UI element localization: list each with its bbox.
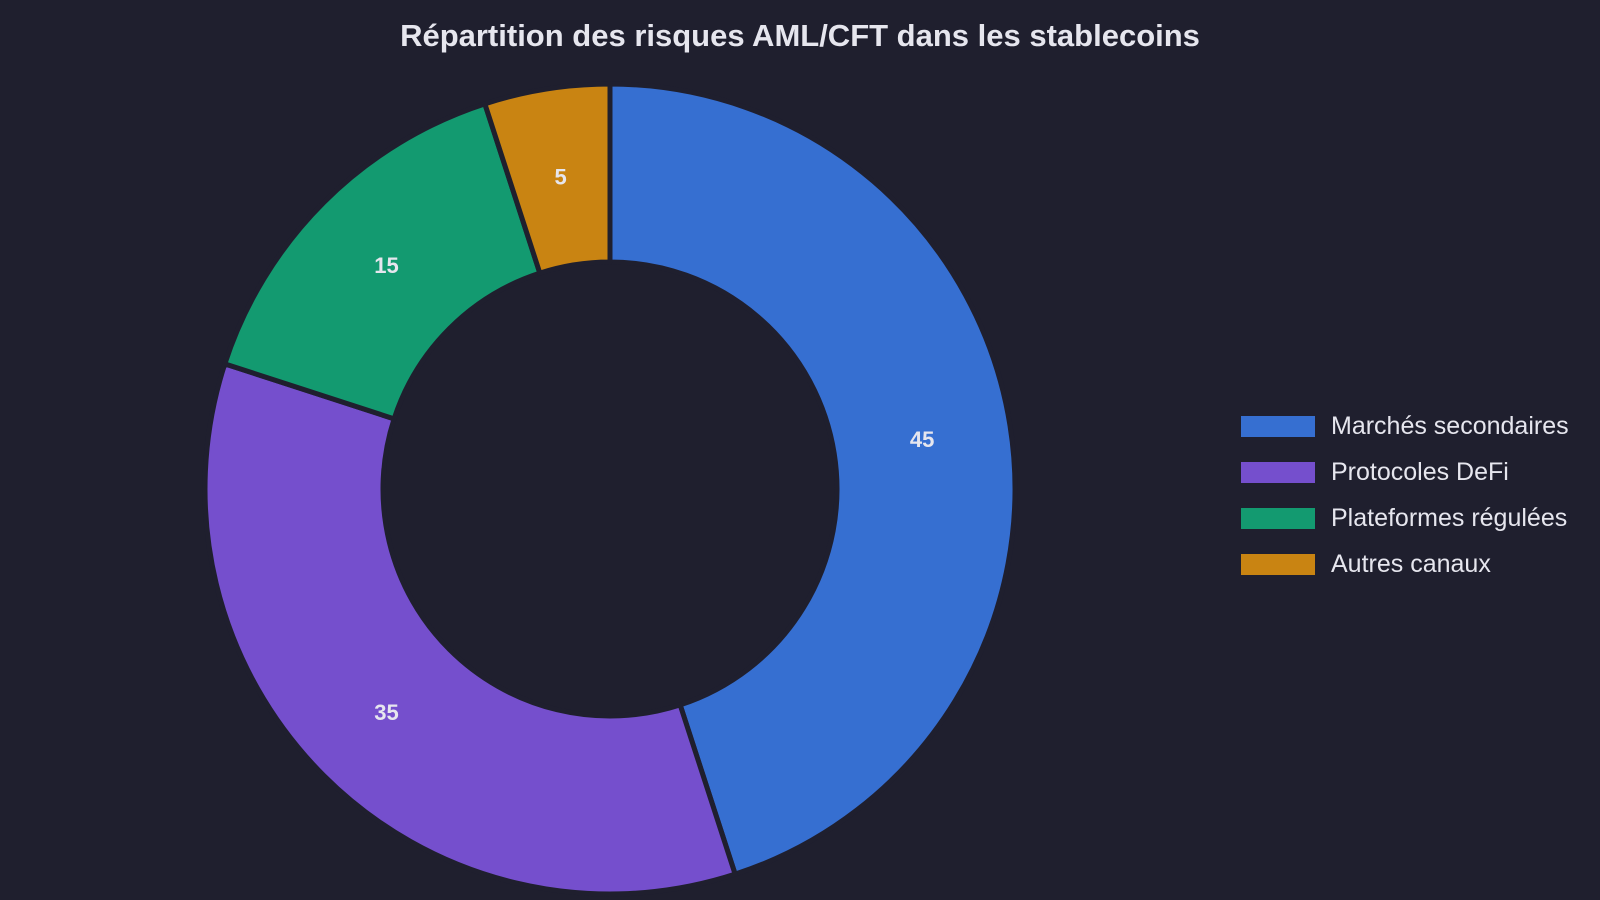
legend-label: Plateformes régulées [1331,503,1568,532]
slice-data-label-4: 5 [554,164,566,189]
slice-data-label-2: 35 [374,700,398,725]
donut-slice-3 [222,101,543,422]
legend-label: Marchés secondaires [1331,411,1569,440]
legend-item: Plateformes régulées [1241,495,1569,541]
donut-slice-1 [607,81,1018,877]
legend-swatch [1241,553,1315,575]
slice-data-label-1: 45 [910,427,934,452]
legend-swatch [1241,415,1315,437]
legend-item: Autres canaux [1241,541,1569,587]
legend-swatch [1241,507,1315,529]
chart-legend: Marchés secondaires Protocoles DeFi Platef… [1241,403,1569,587]
legend-item: Protocoles DeFi [1241,449,1569,495]
donut-slice-2 [202,361,738,897]
slice-data-label-3: 15 [374,253,398,278]
chart-title: Répartition des risques AML/CFT dans les… [400,18,1200,53]
legend-swatch [1241,461,1315,483]
legend-label: Autres canaux [1331,549,1491,578]
legend-item: Marchés secondaires [1241,403,1569,449]
legend-label: Protocoles DeFi [1331,457,1509,486]
donut-slice-4 [482,81,613,276]
